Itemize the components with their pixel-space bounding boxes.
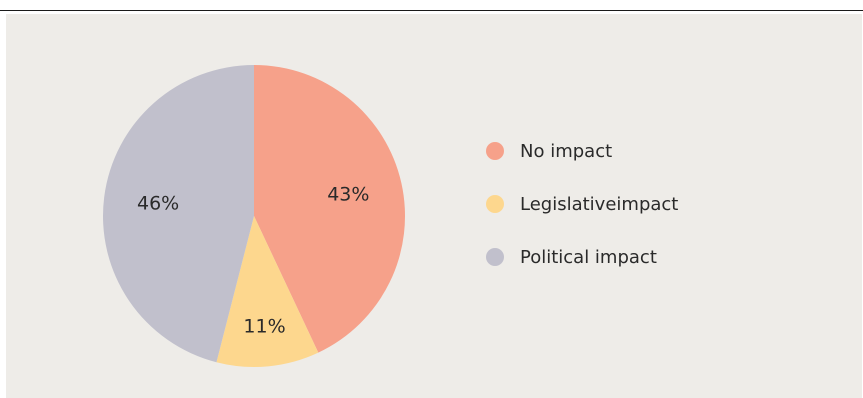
- top-rule: [0, 10, 863, 11]
- legend-item-no-impact: No impact: [486, 138, 678, 164]
- pie-slice-label: 43%: [327, 183, 369, 205]
- pie-slice-label: 11%: [243, 316, 285, 338]
- pie-labels: 43% 11% 46%: [137, 183, 369, 337]
- pie-slice-label: 46%: [137, 192, 179, 214]
- legend-label: Political impact: [520, 246, 657, 268]
- legend: No impact Legislativeimpact Political im…: [486, 138, 678, 297]
- pie-slice-no-impact: [254, 65, 405, 353]
- legend-item-legislative-impact: Legislativeimpact: [486, 191, 678, 217]
- pie-slice-political-impact: [103, 65, 254, 363]
- legend-label: Legislativeimpact: [520, 193, 679, 215]
- legend-label: No impact: [520, 140, 613, 162]
- legend-swatch: [486, 248, 504, 266]
- legend-swatch: [486, 195, 504, 213]
- pie-slice-legislativeimpact: [216, 216, 319, 367]
- legend-swatch: [486, 142, 504, 160]
- pie-slices: [103, 65, 405, 367]
- legend-item-political-impact: Political impact: [486, 244, 678, 270]
